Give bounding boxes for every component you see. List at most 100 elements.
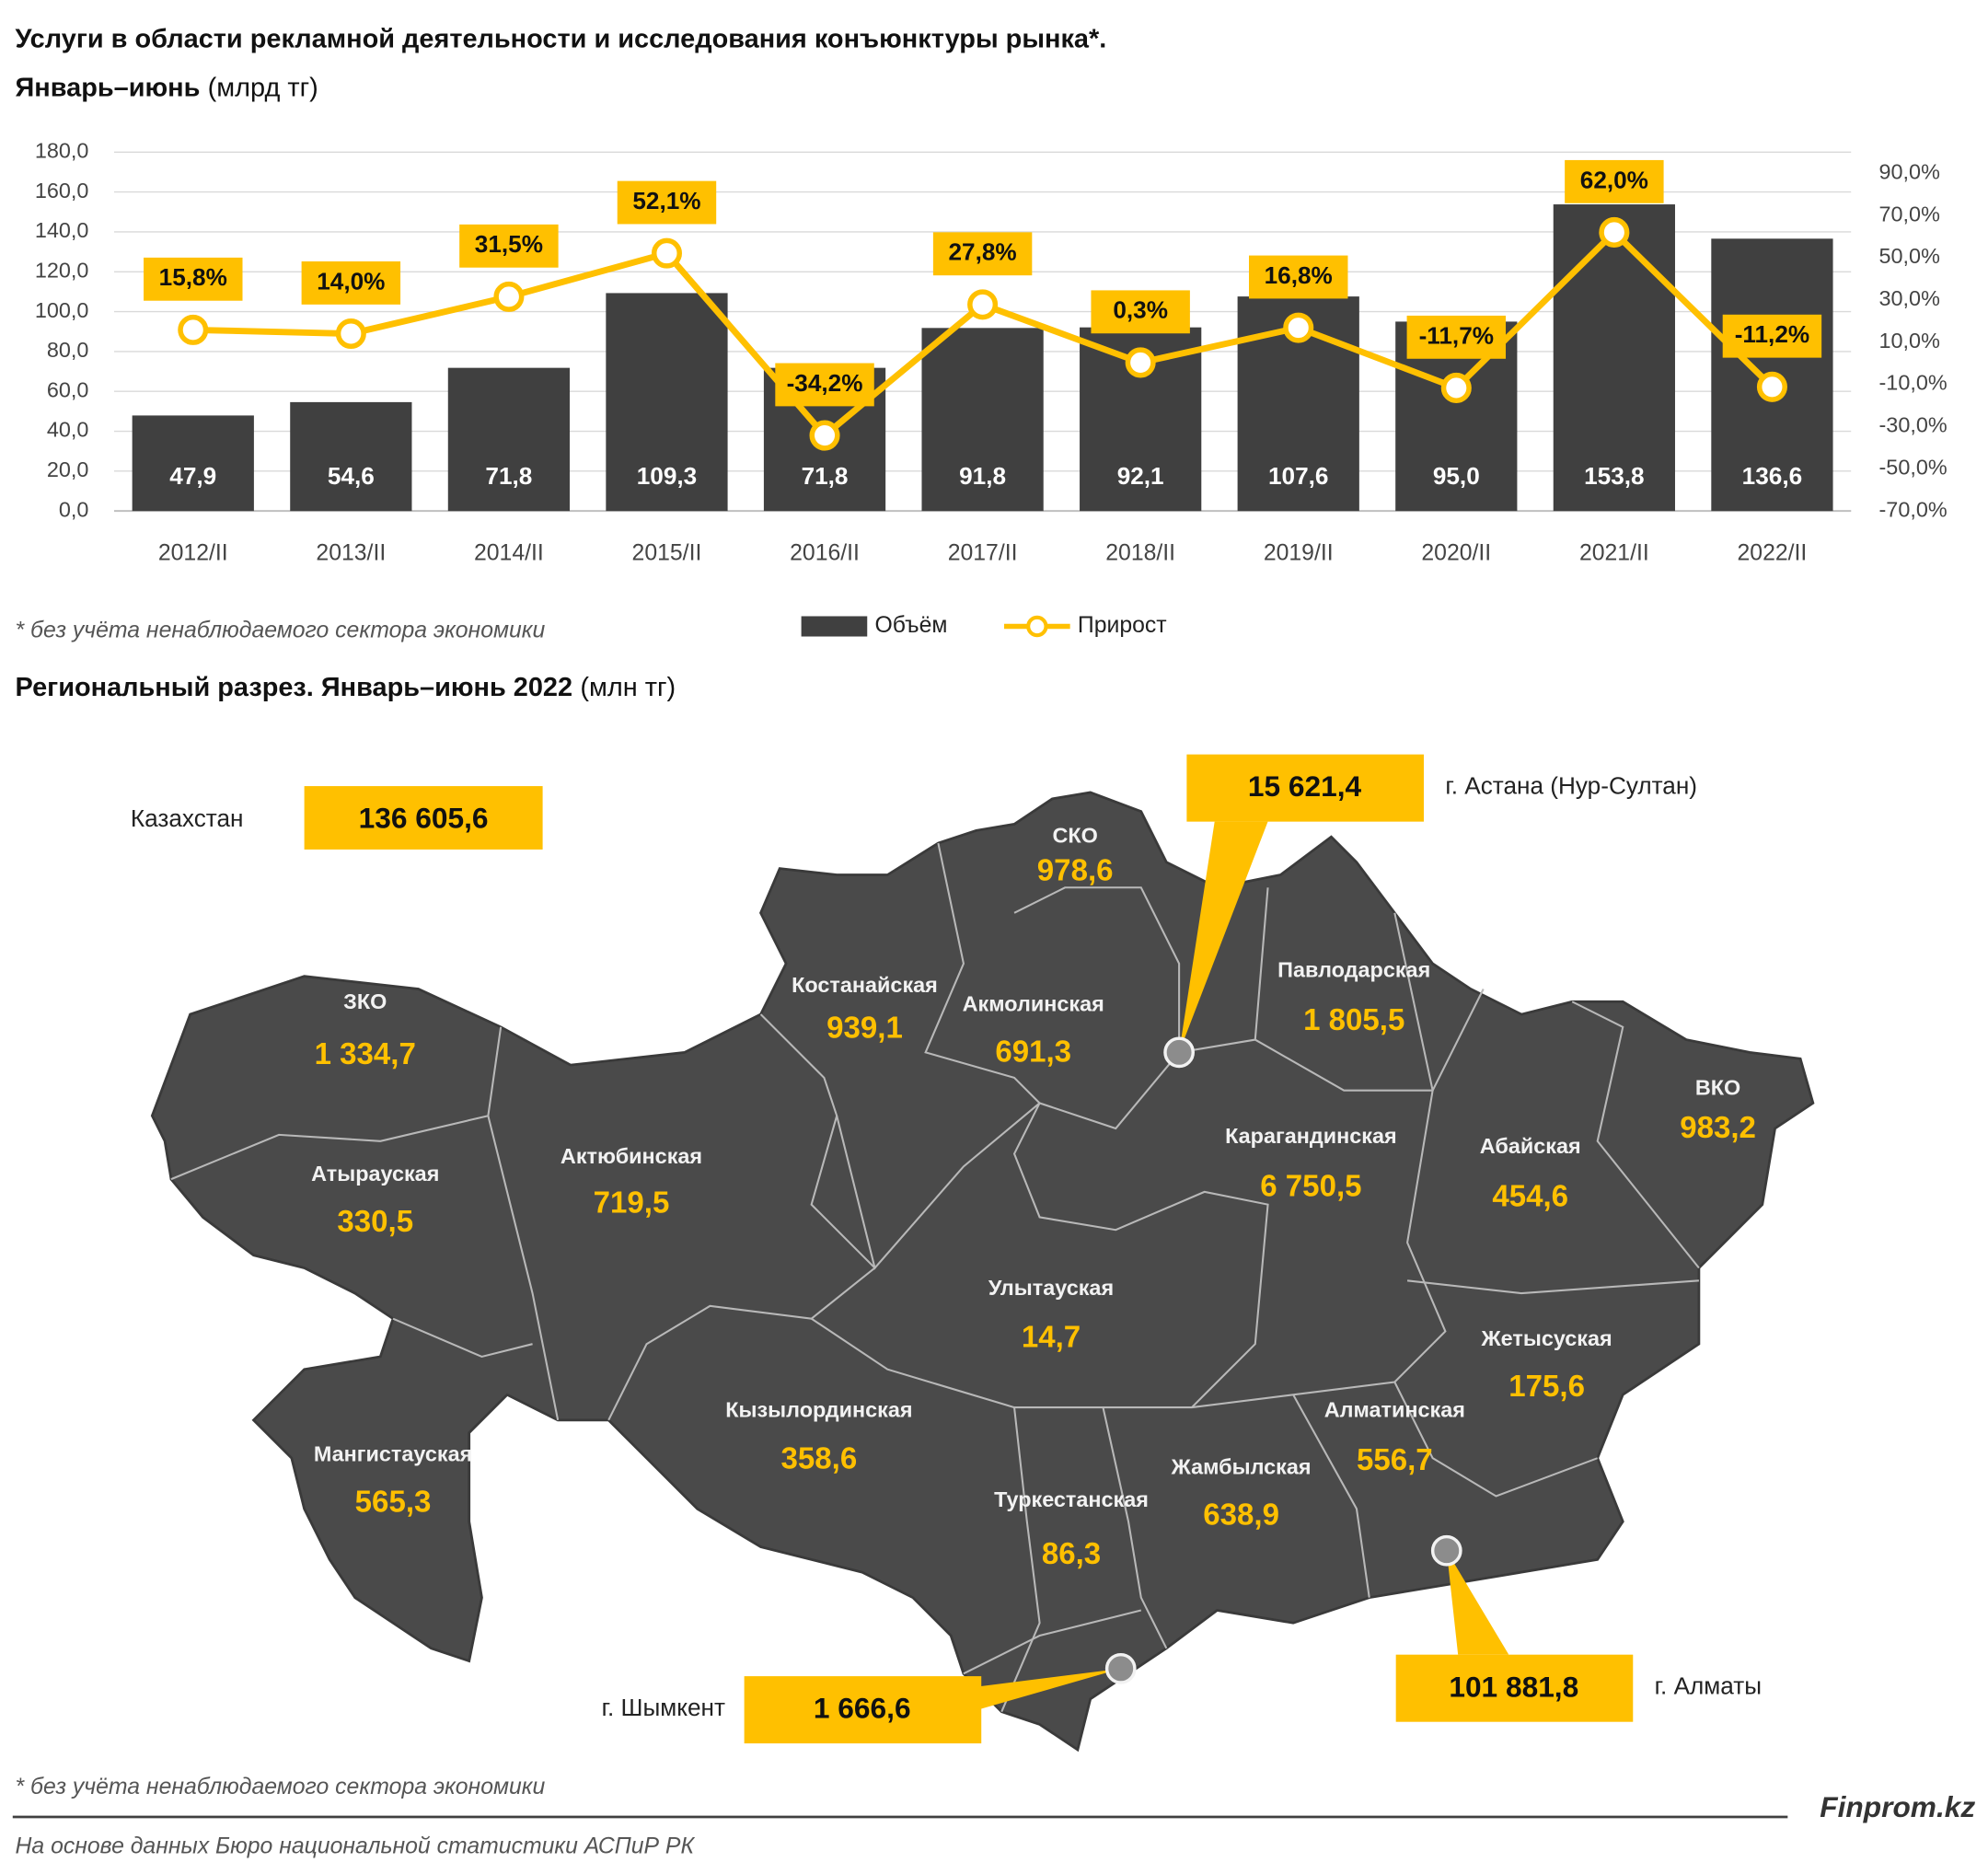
region-value: 939,1	[826, 1011, 903, 1045]
y2-tick-label: 10,0%	[1879, 329, 1940, 353]
legend-swatch	[801, 616, 868, 637]
city-box	[1186, 754, 1424, 822]
region-value: 454,6	[1492, 1180, 1568, 1214]
bar	[921, 328, 1044, 512]
bar	[1553, 204, 1675, 512]
region-name: Костанайская	[792, 973, 938, 997]
total-label: Казахстан	[131, 804, 244, 832]
region-name: ВКО	[1695, 1075, 1740, 1099]
region-value: 330,5	[337, 1205, 413, 1239]
border	[1013, 886, 1181, 1053]
region-name: Актюбинская	[561, 1144, 702, 1168]
line-value-label: 15,8%	[159, 263, 227, 291]
footnote: * без учёта ненаблюдаемого сектора эконо…	[16, 619, 546, 643]
city-name: г. Алматы	[1655, 1672, 1762, 1699]
callout-pointer	[1179, 821, 1268, 1053]
border	[1102, 1406, 1168, 1649]
value-label-box	[1091, 290, 1190, 334]
region-name: Абайская	[1480, 1134, 1581, 1158]
city-value: 15 621,4	[1248, 769, 1362, 803]
border	[1292, 1394, 1370, 1598]
x-tick-label: 2015/II	[632, 541, 702, 566]
border	[1571, 1001, 1700, 1269]
region-name: Жамбылская	[1171, 1454, 1312, 1478]
value-label-box	[1565, 159, 1664, 203]
region-value: 1 805,5	[1303, 1003, 1404, 1037]
y-tick-label: 80,0	[47, 338, 89, 362]
city-box	[1395, 1654, 1634, 1722]
region-name: Жетысуская	[1481, 1326, 1612, 1350]
line-marker	[1756, 371, 1787, 402]
region-value: 86,3	[1042, 1537, 1101, 1571]
bar-value-label: 136,6	[1742, 462, 1802, 490]
x-tick-label: 2018/II	[1105, 541, 1175, 566]
source: На основе данных Бюро национальной стати…	[16, 1834, 696, 1859]
bar-value-label: 47,9	[169, 462, 216, 490]
y2-tick-label: -10,0%	[1879, 371, 1948, 395]
bar-value-label: 92,1	[1117, 462, 1164, 490]
line-value-label: 31,5%	[475, 230, 543, 258]
bar	[132, 415, 254, 512]
bar-value-label: 153,8	[1584, 462, 1644, 490]
y-tick-label: 0,0	[59, 497, 89, 521]
region-name: Улытауская	[988, 1276, 1114, 1300]
city-value: 1 666,6	[814, 1692, 911, 1725]
map-shape	[150, 791, 1815, 1753]
y2-tick-label: -30,0%	[1879, 413, 1948, 437]
line-marker	[967, 289, 999, 320]
border	[392, 1317, 533, 1359]
line-value-label: -11,2%	[1735, 320, 1809, 348]
x-tick-label: 2012/II	[158, 541, 228, 566]
callout-pointer	[1446, 1550, 1509, 1655]
line-marker	[1440, 372, 1472, 403]
region-borders	[170, 842, 1700, 1713]
line-marker	[178, 314, 209, 345]
region-value: 638,9	[1203, 1498, 1279, 1532]
x-tick-label: 2013/II	[316, 541, 386, 566]
bar	[606, 293, 728, 512]
y-tick-label: 140,0	[35, 218, 89, 242]
bar-value-label: 95,0	[1433, 462, 1480, 490]
country-outline	[150, 791, 1815, 1753]
city-dot	[1104, 1652, 1137, 1684]
value-label-box	[459, 224, 559, 268]
y2-tick-label: -50,0%	[1879, 455, 1948, 479]
region-name: Кызылординская	[725, 1397, 912, 1421]
subtitle: Январь–июнь	[16, 73, 201, 102]
city-dot	[1430, 1534, 1462, 1567]
region-value: 978,6	[1037, 853, 1114, 887]
line-marker	[493, 281, 525, 312]
line-marker	[651, 237, 683, 269]
y-tick-label: 40,0	[47, 418, 89, 442]
total-box	[304, 786, 543, 850]
city-value: 101 881,8	[1449, 1670, 1578, 1703]
bar-value-label: 107,6	[1268, 462, 1328, 490]
border	[1254, 989, 1485, 1092]
bar-value-label: 54,6	[328, 462, 375, 490]
y-tick-label: 160,0	[35, 179, 89, 202]
region-name: Алматинская	[1324, 1397, 1465, 1421]
total-value: 136 605,6	[359, 802, 489, 835]
value-label-box	[932, 232, 1033, 276]
map-title: Региональный разрез. Январь–июнь 2022 (мл…	[16, 673, 676, 702]
y2-tick-label: 30,0%	[1879, 286, 1940, 310]
y2-tick-label: 70,0%	[1879, 202, 1940, 226]
region-name: ЗКО	[343, 989, 387, 1013]
line-marker	[809, 420, 840, 451]
bar-value-label: 109,3	[637, 462, 697, 490]
region-name: Карагандинская	[1225, 1124, 1397, 1148]
x-tick-label: 2020/II	[1421, 541, 1491, 566]
y2-tick-label: 90,0%	[1879, 159, 1940, 183]
border	[1012, 1102, 1269, 1408]
value-label-box	[1722, 314, 1822, 358]
line-value-label: 27,8%	[949, 238, 1017, 266]
value-label-box	[1249, 255, 1348, 299]
city-name: г. Шымкент	[602, 1694, 725, 1721]
chart-title: Услуги в области рекламной деятельности …	[16, 25, 1107, 54]
y-tick-label: 100,0	[35, 298, 89, 322]
line-value-label: 52,1%	[632, 187, 700, 214]
region-value: 983,2	[1680, 1111, 1756, 1145]
region-value: 14,7	[1022, 1320, 1081, 1354]
